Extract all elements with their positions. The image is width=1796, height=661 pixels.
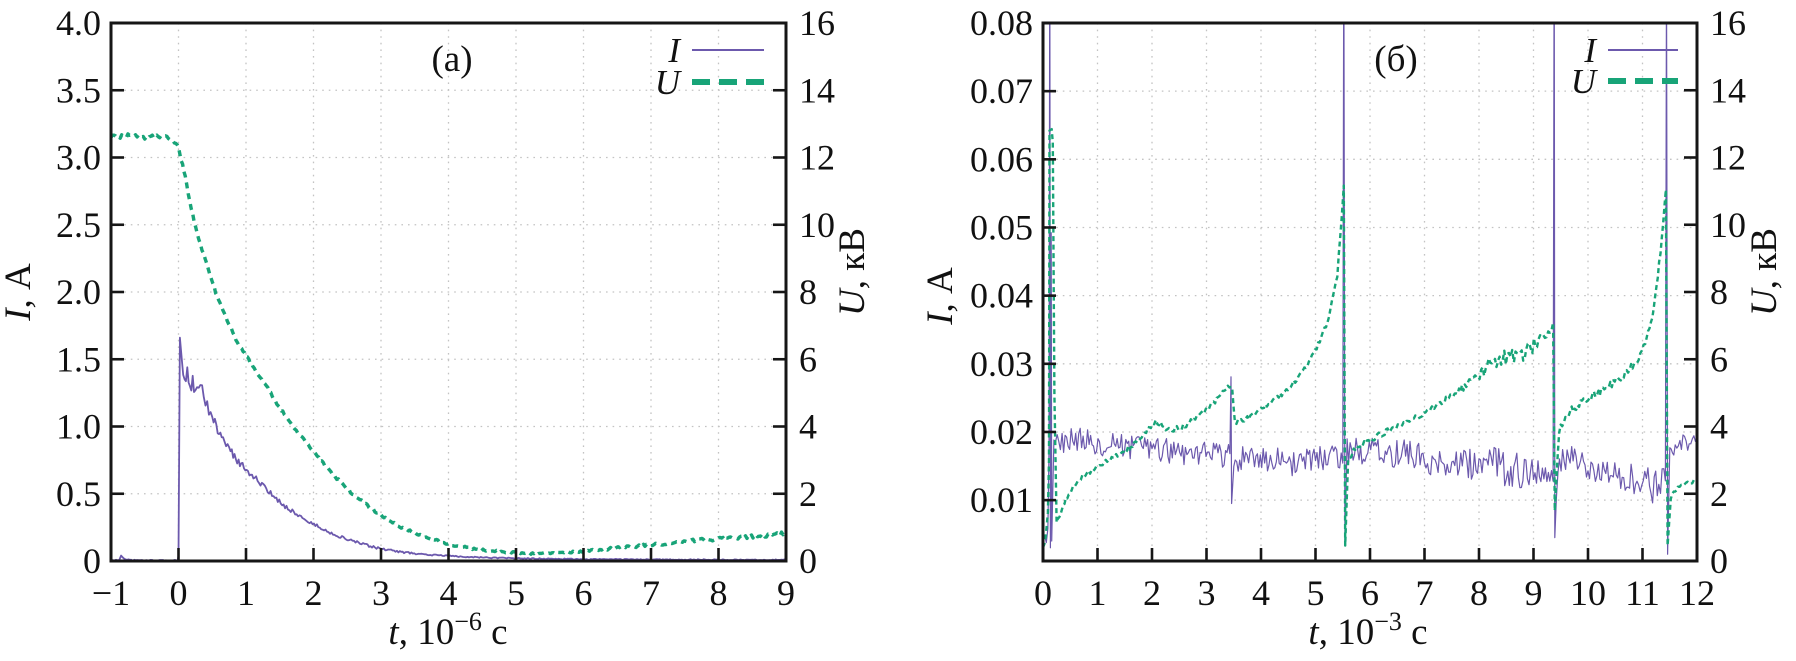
x-tick-label: 0 <box>170 573 188 613</box>
y-right-axis-label: U, кВ <box>832 228 873 316</box>
series-U <box>1043 127 1697 548</box>
y-right-tick-label: 12 <box>799 138 835 178</box>
x-tick-label: −1 <box>92 573 130 613</box>
y-left-tick-label: 0.05 <box>970 207 1033 247</box>
series-U <box>111 132 786 557</box>
y-left-tick-label: 0.01 <box>970 480 1033 520</box>
y-right-tick-label: 8 <box>1710 272 1728 312</box>
y-right-tick-label: 0 <box>799 541 817 581</box>
x-tick-label: 6 <box>575 573 593 613</box>
y-left-tick-label: 0.04 <box>970 276 1033 316</box>
x-tick-label: 5 <box>507 573 525 613</box>
grid <box>111 23 786 561</box>
y-right-tick-label: 4 <box>799 407 817 447</box>
x-tick-label: 5 <box>1307 573 1325 613</box>
y-right-tick-label: 6 <box>1710 339 1728 379</box>
y-right-tick-label: 10 <box>1710 205 1746 245</box>
y-left-tick-label: 1.5 <box>56 339 101 379</box>
tick-labels: 00.51.01.52.02.53.03.54.00246810121416−1… <box>56 3 835 613</box>
legend: IU <box>1571 31 1678 101</box>
y-left-tick-label: 0 <box>83 541 101 581</box>
y-right-tick-label: 2 <box>799 474 817 514</box>
y-left-tick-label: 2.5 <box>56 205 101 245</box>
y-right-tick-label: 4 <box>1710 407 1728 447</box>
x-tick-label: 4 <box>440 573 458 613</box>
x-tick-label: 7 <box>1416 573 1434 613</box>
y-left-tick-label: 0.07 <box>970 71 1033 111</box>
x-tick-label: 0 <box>1034 573 1052 613</box>
series-I <box>111 336 786 561</box>
y-right-tick-label: 16 <box>799 3 835 43</box>
x-tick-label: 10 <box>1570 573 1606 613</box>
y-right-tick-label: 6 <box>799 339 817 379</box>
legend: IU <box>655 31 764 102</box>
series-group <box>1043 23 1697 555</box>
x-tick-label: 8 <box>1470 573 1488 613</box>
legend-label-U: U <box>655 63 683 102</box>
panel-label: (a) <box>431 39 472 80</box>
axis-ticks <box>1041 21 1699 563</box>
x-tick-label: 12 <box>1679 573 1715 613</box>
x-tick-label: 3 <box>1198 573 1216 613</box>
y-right-tick-label: 2 <box>1710 474 1728 514</box>
legend-label-I: I <box>667 31 682 70</box>
y-left-tick-label: 1.0 <box>56 407 101 447</box>
x-tick-label: 8 <box>710 573 728 613</box>
y-left-tick-label: 0.06 <box>970 139 1033 179</box>
x-axis-label: t, 10−3 с <box>1308 607 1427 653</box>
x-tick-label: 9 <box>1525 573 1543 613</box>
legend-label-U: U <box>1571 62 1599 101</box>
x-tick-label: 2 <box>305 573 323 613</box>
y-left-axis-label: I, А <box>0 263 39 322</box>
y-right-tick-label: 14 <box>1710 70 1746 110</box>
legend-label-I: I <box>1583 31 1598 70</box>
x-tick-label: 7 <box>642 573 660 613</box>
x-tick-label: 6 <box>1361 573 1379 613</box>
x-tick-label: 11 <box>1625 573 1660 613</box>
y-right-tick-label: 16 <box>1710 3 1746 43</box>
y-left-tick-label: 3.0 <box>56 138 101 178</box>
x-tick-label: 3 <box>372 573 390 613</box>
y-right-tick-label: 0 <box>1710 541 1728 581</box>
y-left-tick-label: 2.0 <box>56 272 101 312</box>
y-right-tick-label: 8 <box>799 272 817 312</box>
y-left-tick-label: 0.02 <box>970 412 1033 452</box>
tick-labels: 0.010.020.030.040.050.060.070.0802468101… <box>970 3 1746 613</box>
chart-panel-b: 0.010.020.030.040.050.060.070.0802468101… <box>920 3 1785 653</box>
y-left-tick-label: 3.5 <box>56 70 101 110</box>
y-right-tick-label: 14 <box>799 70 835 110</box>
series-group <box>111 132 786 561</box>
panel-label: (б) <box>1374 39 1417 80</box>
x-tick-label: 1 <box>237 573 255 613</box>
grid <box>1043 23 1697 561</box>
x-tick-label: 9 <box>777 573 795 613</box>
y-left-axis-label: I, А <box>920 267 961 326</box>
y-left-tick-label: 0.08 <box>970 3 1033 43</box>
series-I <box>1043 23 1697 555</box>
y-left-tick-label: 0.03 <box>970 344 1033 384</box>
chart-panel-a: 00.51.01.52.02.53.03.54.00246810121416−1… <box>0 3 873 653</box>
y-right-axis-label: U, кВ <box>1744 228 1785 316</box>
y-right-tick-label: 12 <box>1710 138 1746 178</box>
y-right-tick-label: 10 <box>799 205 835 245</box>
x-tick-label: 1 <box>1089 573 1107 613</box>
y-left-tick-label: 0.5 <box>56 474 101 514</box>
x-tick-label: 2 <box>1143 573 1161 613</box>
x-axis-label: t, 10−6 с <box>388 607 507 653</box>
x-tick-label: 4 <box>1252 573 1270 613</box>
axis-ticks <box>109 21 788 563</box>
y-left-tick-label: 4.0 <box>56 3 101 43</box>
